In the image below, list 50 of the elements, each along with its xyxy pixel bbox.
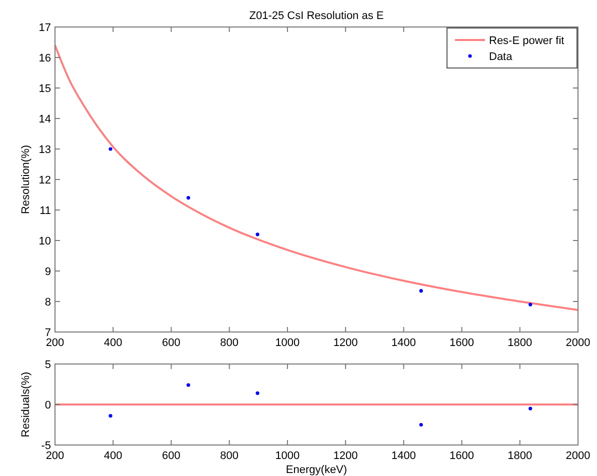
- x-tick-label: 2000: [566, 337, 590, 349]
- y-tick-label: -5: [41, 440, 51, 452]
- y-tick-label: 16: [38, 52, 51, 64]
- legend-label: Data: [489, 51, 514, 63]
- x-tick-label: 800: [220, 337, 239, 349]
- point: [256, 391, 260, 395]
- x-tick-label: 1400: [391, 337, 416, 349]
- y-tick-label: 10: [38, 236, 51, 248]
- x-tick-label: 1000: [275, 337, 300, 349]
- x-tick-label: 600: [162, 337, 180, 349]
- x-tick-label: 1200: [333, 337, 358, 349]
- x-tick-label: 1200: [333, 450, 358, 462]
- x-tick-label: 1600: [450, 337, 474, 349]
- point: [419, 422, 423, 427]
- x-tick-label: 1600: [450, 450, 474, 462]
- point: [419, 289, 423, 293]
- x-axis-title: Energy(keV): [286, 464, 348, 476]
- point: [186, 383, 190, 387]
- chart-title: Z01-25 CsI Resolution as E: [249, 10, 384, 22]
- y-tick-label: 8: [44, 296, 51, 308]
- x-tick-label: 200: [46, 337, 64, 349]
- y-tick-label: 17: [38, 22, 51, 34]
- point: [528, 406, 532, 410]
- y-tick-label: 0: [44, 400, 51, 412]
- y-tick-label: 11: [40, 205, 51, 217]
- y-tick-label: 12: [38, 174, 51, 186]
- x-tick-label: 400: [104, 337, 122, 349]
- point: [186, 196, 190, 200]
- legend-label: Res-E power fit: [489, 35, 564, 47]
- y-axis-title: Residuals(%): [20, 372, 32, 438]
- x-tick-label: 1000: [275, 450, 300, 462]
- point: [256, 232, 260, 236]
- point: [108, 414, 112, 418]
- x-tick-label: 1800: [508, 337, 532, 349]
- point: [528, 302, 532, 306]
- x-tick-label: 800: [220, 450, 239, 462]
- x-tick-label: 600: [162, 450, 180, 462]
- y-tick-label: 14: [38, 114, 51, 126]
- point: [108, 147, 112, 151]
- x-tick-label: 2000: [566, 450, 590, 462]
- y-tick-label: 7: [44, 327, 51, 339]
- y-tick-label: 5: [44, 359, 51, 371]
- x-tick-label: 1800: [508, 450, 532, 462]
- x-tick-label: 400: [104, 450, 122, 462]
- x-tick-label: 1400: [391, 450, 416, 462]
- y-axis-title: Resolution(%): [20, 144, 32, 214]
- y-tick-label: 9: [44, 266, 51, 278]
- y-tick-label: 13: [38, 144, 51, 156]
- y-tick-label: 15: [38, 83, 51, 95]
- x-tick-label: 200: [46, 450, 64, 462]
